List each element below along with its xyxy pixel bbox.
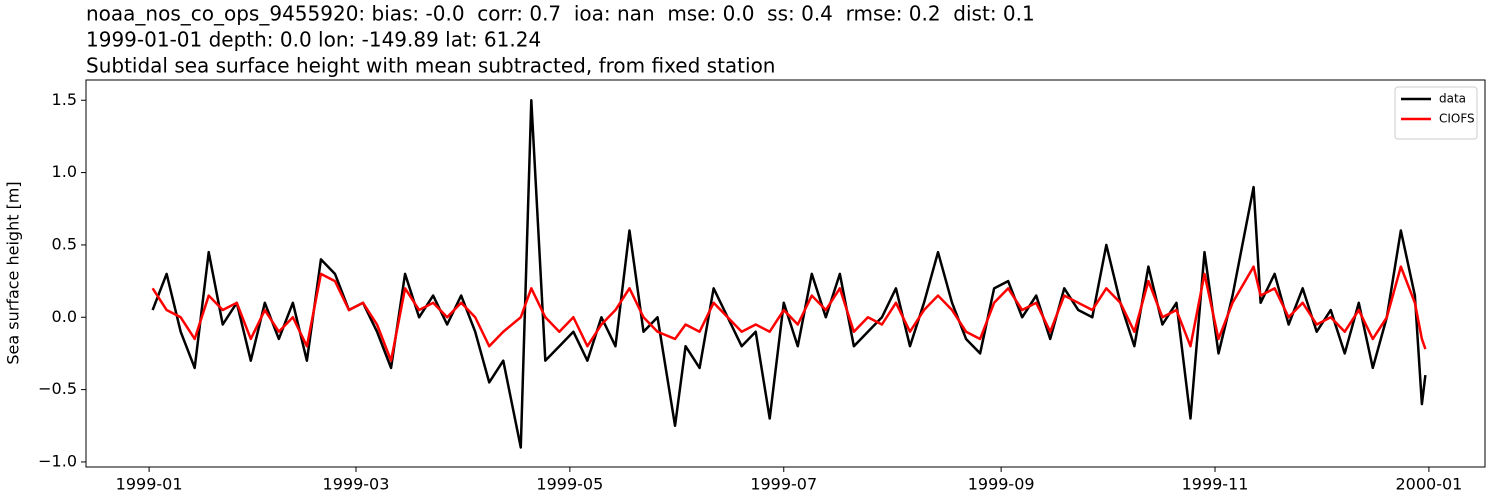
y-tick-label: −1.0 bbox=[38, 451, 77, 470]
data-line bbox=[151, 265, 1427, 362]
chart-subtitle: 1999-01-01 depth: 0.0 lon: -149.89 lat: … bbox=[86, 28, 541, 52]
x-tick-label: 1999-09 bbox=[968, 475, 1035, 494]
x-tick-label: 2000-01 bbox=[1395, 475, 1462, 494]
chart-subtitle: Subtidal sea surface height with mean su… bbox=[86, 54, 775, 78]
plot-frame bbox=[85, 79, 1486, 468]
x-tick-label: 1999-01 bbox=[116, 475, 183, 494]
y-axis-label: Sea surface height [m] bbox=[4, 181, 23, 364]
x-tick-label: 1999-05 bbox=[536, 475, 603, 494]
y-tick-label: 1.0 bbox=[52, 162, 77, 181]
chart-title: noaa_nos_co_ops_9455920: bias: -0.0 corr… bbox=[86, 2, 1035, 26]
legend-label: CIOFS bbox=[1439, 112, 1475, 126]
legend-label: data bbox=[1439, 92, 1466, 106]
y-tick-label: 0.0 bbox=[52, 307, 77, 326]
x-tick-label: 1999-11 bbox=[1182, 475, 1249, 494]
y-tick-label: 0.5 bbox=[52, 234, 77, 253]
x-tick-label: 1999-07 bbox=[750, 475, 817, 494]
y-tick-label: 1.5 bbox=[52, 90, 77, 109]
x-tick-label: 1999-03 bbox=[323, 475, 390, 494]
data-line bbox=[151, 99, 1427, 449]
y-tick-label: −0.5 bbox=[38, 379, 77, 398]
